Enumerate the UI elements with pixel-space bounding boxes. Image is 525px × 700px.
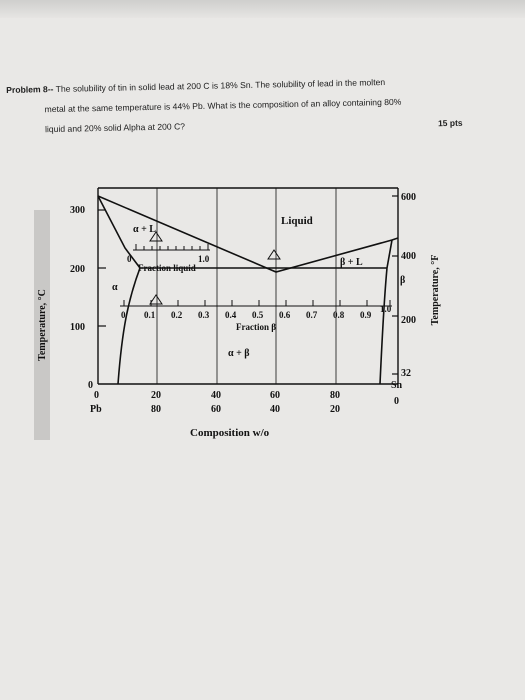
composition-bottom-label: 20 [330, 404, 340, 415]
region-liquid: Liquid [281, 215, 313, 227]
composition-bottom-label: Pb [90, 404, 102, 415]
fraction-liquid-one: 1.0 [198, 254, 210, 264]
right-tick-32: 32 [401, 368, 411, 379]
left-axis-title: Temperature, °C [37, 289, 48, 361]
fraction-beta-tick: 0.6 [279, 310, 291, 320]
left-ticks [98, 195, 398, 375]
composition-labels: 0 20 40 60 80 Sn Pb 80 60 40 20 0 [90, 380, 403, 415]
left-axis-band [34, 210, 50, 440]
composition-bottom-label: 80 [151, 404, 161, 415]
fraction-beta-tick: 1.0 [380, 304, 392, 314]
fraction-beta-ticks: 0 0.1 0.2 0.3 0.4 0.5 0.6 0.7 0.8 0.9 1.… [121, 304, 392, 320]
right-tick-600: 600 [401, 192, 416, 203]
right-tick-400: 400 [401, 251, 416, 262]
fraction-beta-tick: 0.4 [225, 310, 237, 320]
phase-boundaries [97, 195, 399, 385]
composition-top-label: 60 [270, 390, 280, 401]
triangle-marker-left [149, 231, 163, 242]
grid-lines [156, 188, 337, 384]
fraction-beta-tick: 0.7 [306, 310, 318, 320]
right-axis-title: Temperature, °F [430, 255, 441, 326]
triangle-marker-mid [149, 294, 163, 305]
composition-bottom-label: 40 [270, 404, 280, 415]
fraction-beta-label: Fraction β [236, 322, 276, 332]
fraction-liquid-scale [133, 244, 210, 251]
composition-top-label: Sn [391, 380, 403, 391]
top-edge-strip [0, 0, 525, 18]
fraction-beta-tick: 0 [121, 310, 126, 320]
label-beta: β [400, 275, 405, 286]
composition-bottom-label: 60 [211, 404, 221, 415]
left-tick-100: 100 [70, 322, 85, 333]
fraction-beta-tick: 0.5 [252, 310, 264, 320]
fraction-beta-tick: 0.1 [144, 310, 156, 320]
composition-bottom-label: 0 [394, 396, 399, 407]
fraction-liquid-zero: 0 [127, 254, 132, 264]
region-alpha-beta: α + β [228, 348, 250, 359]
left-tick-300: 300 [70, 205, 85, 216]
x-axis-title: Composition w/o [190, 427, 270, 439]
left-tick-0: 0 [88, 380, 93, 391]
plot-frame [97, 187, 399, 385]
fraction-beta-scale [120, 300, 392, 307]
region-beta-liquid: β + L [340, 257, 363, 268]
fraction-liquid-label: Fraction liquid [138, 263, 196, 273]
composition-top-label: 40 [211, 390, 221, 401]
fraction-beta-tick: 0.3 [198, 310, 210, 320]
fraction-beta-tick: 0.2 [171, 310, 183, 320]
composition-top-label: 0 [94, 390, 99, 401]
label-alpha: α [112, 282, 118, 293]
fraction-beta-tick: 0.8 [333, 310, 345, 320]
composition-top-label: 80 [330, 390, 340, 401]
composition-top-label: 20 [151, 390, 161, 401]
left-tick-200: 200 [70, 264, 85, 275]
right-tick-200: 200 [401, 315, 416, 326]
triangle-marker-eutectic [267, 249, 281, 260]
fraction-beta-tick: 0.9 [360, 310, 372, 320]
region-alpha-liquid: α + L [133, 224, 156, 235]
